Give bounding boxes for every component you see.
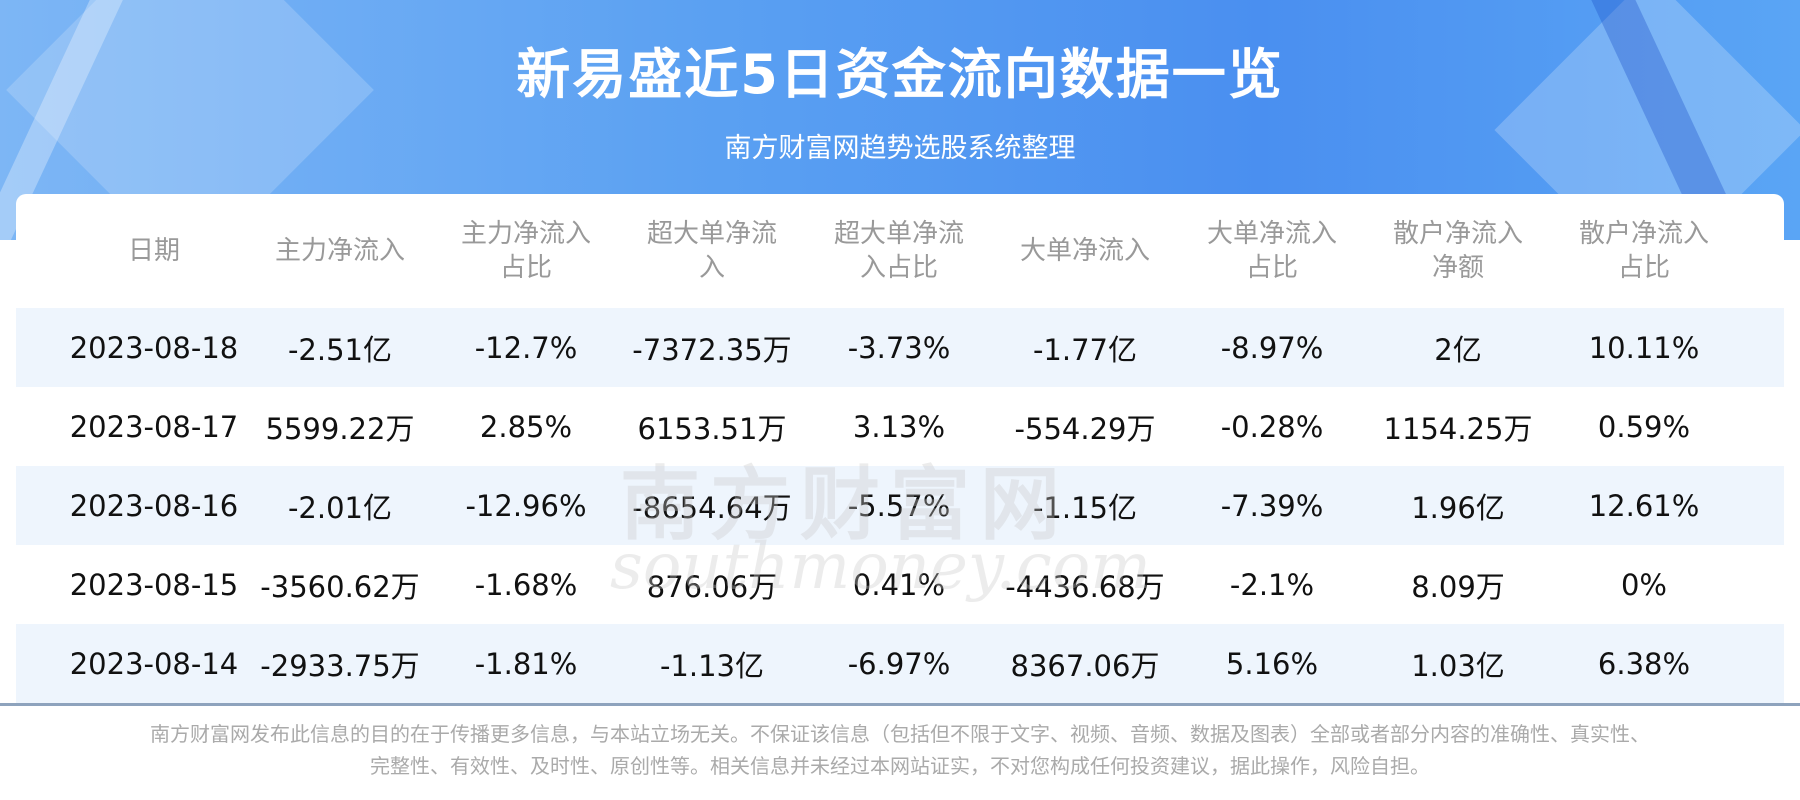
column-header: 主力净流入 占比 bbox=[433, 217, 619, 285]
column-header-line: 入 bbox=[698, 253, 725, 283]
column-header-line: 超大单净流 bbox=[646, 219, 777, 249]
table-row: 2023-08-17 5599.22万 2.85% 6153.51万 3.13% -554… bbox=[16, 387, 1784, 466]
column-header-line: 主力净流入 bbox=[460, 219, 591, 249]
table-cell: 12.61% bbox=[1588, 488, 1700, 523]
table-cell: -2.51亿 bbox=[287, 332, 393, 367]
table-cell: -1.15亿 bbox=[1032, 490, 1138, 525]
table-row: 2023-08-14 -2933.75万 -1.81% -1.13亿 -6.97% 836… bbox=[16, 624, 1784, 703]
table-cell: -4436.68万 bbox=[1005, 569, 1165, 604]
table-cell: 1.03亿 bbox=[1411, 648, 1505, 683]
table-cell: -8654.64万 bbox=[632, 490, 792, 525]
table-cell: 1.96亿 bbox=[1411, 490, 1505, 525]
table-cell: -3.73% bbox=[847, 330, 951, 365]
column-header-line: 大单净流入 bbox=[1019, 236, 1150, 266]
table-cell: 0.41% bbox=[852, 567, 946, 602]
table-cell: 8.09万 bbox=[1411, 569, 1505, 604]
table-cell: 2023-08-14 bbox=[69, 646, 239, 681]
column-header: 散户净流入 净额 bbox=[1365, 217, 1551, 285]
table-cell: 6.38% bbox=[1597, 646, 1691, 681]
table-cell: -2.01亿 bbox=[287, 490, 393, 525]
table-cell: 2亿 bbox=[1434, 332, 1482, 367]
table-cell: -7.39% bbox=[1220, 488, 1324, 523]
table-cell: 8367.06万 bbox=[1010, 648, 1160, 683]
column-header-line: 散户净流入 bbox=[1578, 219, 1709, 249]
table-cell: -5.57% bbox=[847, 488, 951, 523]
column-header-line: 入占比 bbox=[859, 253, 938, 283]
table-cell: 1154.25万 bbox=[1383, 411, 1533, 446]
table-cell: 2023-08-16 bbox=[69, 488, 239, 523]
watermark-logo-en: southmoney.com bbox=[610, 530, 1151, 604]
table-cell: 10.11% bbox=[1588, 330, 1700, 365]
table-row: 2023-08-18 -2.51亿 -12.7% -7372.35万 -3.73% -1.… bbox=[16, 308, 1784, 387]
table-card bbox=[16, 194, 1784, 706]
column-header: 大单净流入 占比 bbox=[1179, 217, 1365, 285]
column-header-line: 超大单净流 bbox=[833, 219, 964, 249]
column-header: 主力净流入 bbox=[247, 234, 433, 268]
table-cell: -1.81% bbox=[474, 646, 578, 681]
column-header: 日期 bbox=[61, 234, 247, 268]
column-header: 超大单净流 入占比 bbox=[806, 217, 992, 285]
table-cell: 2.85% bbox=[479, 409, 573, 444]
column-header-line: 散户净流入 bbox=[1392, 219, 1523, 249]
column-header-line: 大单净流入 bbox=[1206, 219, 1337, 249]
table-cell: 2023-08-15 bbox=[69, 567, 239, 602]
disclaimer-line: 完整性、有效性、及时性、原创性等。相关信息并未经过本网站证实，不对您构成任何投资… bbox=[370, 754, 1430, 778]
table-cell: -2.1% bbox=[1229, 567, 1315, 602]
table-cell: -1.68% bbox=[474, 567, 578, 602]
disclaimer: 南方财富网发布此信息的目的在于传播更多信息，与本站立场无关。不保证该信息（包括但… bbox=[60, 718, 1740, 782]
column-header: 散户净流入 占比 bbox=[1551, 217, 1737, 285]
table-cell: -6.97% bbox=[847, 646, 951, 681]
table-cell: 5.16% bbox=[1225, 646, 1319, 681]
column-header-line: 占比 bbox=[1245, 253, 1298, 283]
table-cell: 3.13% bbox=[852, 409, 946, 444]
watermark-logo: 南方财富网 bbox=[620, 458, 1070, 551]
table-row: 2023-08-15 -3560.62万 -1.68% 876.06万 0.41% -44… bbox=[16, 545, 1784, 624]
table-header: 日期 主力净流入 主力净流入 占比 超大单净流入超大单净流 入占比 大单净流入 大单净流入 占比… bbox=[16, 194, 1784, 308]
table-cell: -7372.35万 bbox=[632, 332, 792, 367]
table-cell: -1.77亿 bbox=[1032, 332, 1138, 367]
table-cell: 876.06万 bbox=[646, 569, 778, 604]
table-cell: -12.7% bbox=[474, 330, 578, 365]
column-header-line: 日期 bbox=[127, 236, 180, 266]
table-cell: 6153.51万 bbox=[637, 411, 787, 446]
table-row: 2023-08-16 -2.01亿 -12.96% -8654.64万 -5.57% -1… bbox=[16, 466, 1784, 545]
disclaimer-line: 南方财富网发布此信息的目的在于传播更多信息，与本站立场无关。不保证该信息（包括但… bbox=[150, 722, 1650, 746]
column-header: 超大单净流入 bbox=[619, 217, 805, 285]
table-cell: -0.28% bbox=[1220, 409, 1324, 444]
table-cell: 0% bbox=[1620, 567, 1667, 602]
table-cell: -3560.62万 bbox=[260, 569, 420, 604]
table-cell: 0.59% bbox=[1597, 409, 1691, 444]
table-cell: -8.97% bbox=[1220, 330, 1324, 365]
table-cell: -2933.75万 bbox=[260, 648, 420, 683]
column-header-line: 净额 bbox=[1431, 253, 1484, 283]
divider bbox=[0, 703, 1800, 706]
column-header-line: 占比 bbox=[499, 253, 552, 283]
table-cell: -554.29万 bbox=[1014, 411, 1156, 446]
table-cell: 2023-08-18 bbox=[69, 330, 239, 365]
table-cell: -1.13亿 bbox=[659, 648, 765, 683]
page-title: 新易盛近5日资金流向数据一览 bbox=[516, 43, 1284, 106]
page-subtitle: 南方财富网趋势选股系统整理 bbox=[724, 133, 1076, 164]
column-header-line: 主力净流入 bbox=[274, 236, 405, 266]
column-header: 大单净流入 bbox=[992, 234, 1178, 268]
table-cell: 5599.22万 bbox=[265, 411, 415, 446]
table-cell: 2023-08-17 bbox=[69, 409, 239, 444]
table-cell: -12.96% bbox=[465, 488, 587, 523]
column-header-line: 占比 bbox=[1617, 253, 1670, 283]
